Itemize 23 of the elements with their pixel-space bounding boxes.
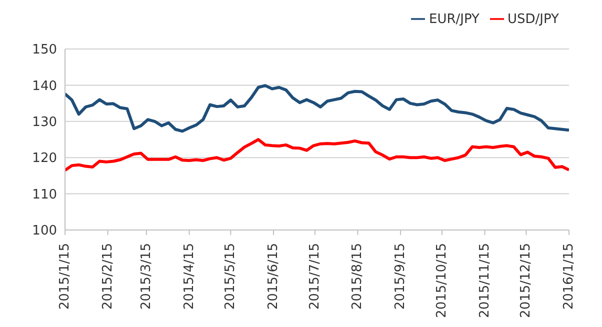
x-tick-label: 2015/7/15 xyxy=(307,243,322,310)
x-tick-label: 2015/2/15 xyxy=(100,243,116,310)
x-tick-label: 2015/11/15 xyxy=(477,243,492,318)
x-tick-label: 2015/4/15 xyxy=(182,243,197,310)
legend-label: USD/JPY xyxy=(508,12,559,27)
line-series xyxy=(65,84,569,133)
y-tick-label: 110 xyxy=(32,187,57,202)
y-tick-label: 100 xyxy=(32,224,57,239)
x-tick-label: 2015/9/15 xyxy=(393,243,408,310)
y-tick-label: 120 xyxy=(32,151,57,166)
y-tick-label: 140 xyxy=(32,78,57,94)
x-tick-label: 2015/5/15 xyxy=(223,243,238,310)
legend-label: EUR/JPY xyxy=(429,12,480,27)
x-tick-label: 2015/8/15 xyxy=(350,243,366,310)
x-tick-label: 2015/10/15 xyxy=(434,243,450,318)
x-tick-label: 2016/1/15 xyxy=(562,243,576,310)
y-tick-label: 130 xyxy=(32,115,57,130)
line-series xyxy=(65,138,569,172)
x-tick-label: 2015/1/15 xyxy=(58,243,72,310)
x-tick-label: 2015/3/15 xyxy=(138,243,154,310)
x-tick-label: 2015/6/15 xyxy=(266,243,282,310)
x-tick-label: 2015/12/15 xyxy=(518,243,534,318)
y-tick-label: 150 xyxy=(32,42,57,58)
